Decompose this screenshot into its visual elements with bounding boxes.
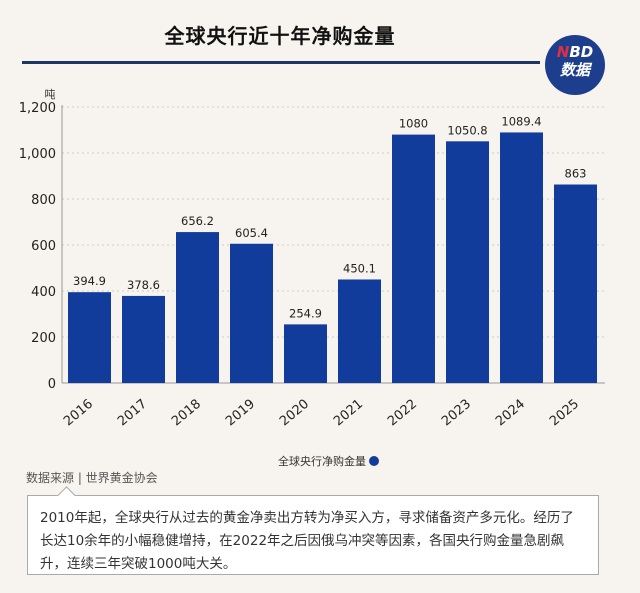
note-box: 2010年起，全球央行从过去的黄金净卖出方转为净买入方，寻求储备资产多元化。经历… xyxy=(27,495,599,575)
y-tick-label: 200 xyxy=(31,331,56,346)
x-tick-label: 2019 xyxy=(223,397,258,430)
y-tick-label: 0 xyxy=(48,377,56,392)
legend-label: 全球央行净购金量 xyxy=(278,455,366,468)
bar-2025 xyxy=(554,184,597,383)
x-tick-label: 2017 xyxy=(115,397,150,430)
data-label: 1050.8 xyxy=(447,123,487,137)
bar-chart: 吨 0 200 400 600 800 1,000 1,200 394.9 2016 378.6 20… xyxy=(19,88,605,430)
nbd-logo: NBD 数据 xyxy=(545,35,605,95)
y-axis-unit: 吨 xyxy=(45,88,56,101)
bar-2017 xyxy=(122,295,165,383)
x-tick-label: 2022 xyxy=(385,397,420,430)
bar-2019 xyxy=(230,243,273,383)
data-source: 数据来源 | 世界黄金协会 xyxy=(26,471,158,485)
legend: 全球央行净购金量 xyxy=(278,453,379,469)
bar-2016 xyxy=(68,292,111,383)
x-tick-label: 2023 xyxy=(439,397,474,430)
data-label: 605.4 xyxy=(235,226,268,240)
data-label: 254.9 xyxy=(289,306,322,320)
bar-2023 xyxy=(446,141,489,383)
x-tick-label: 2020 xyxy=(277,397,312,430)
y-tick-label: 400 xyxy=(31,285,56,300)
y-tick-label: 600 xyxy=(31,239,56,254)
data-label: 394.9 xyxy=(73,274,106,288)
data-label: 1080 xyxy=(399,117,428,131)
bar-2022 xyxy=(392,134,435,383)
title-divider xyxy=(22,61,540,64)
y-tick-label: 800 xyxy=(31,193,56,208)
bar-2024 xyxy=(500,132,543,383)
x-tick-label: 2018 xyxy=(169,397,204,430)
x-tick-label: 2016 xyxy=(61,397,96,430)
x-tick-label: 2021 xyxy=(331,397,366,430)
bar-2021 xyxy=(338,279,381,383)
bar-2018 xyxy=(176,232,219,383)
legend-swatch xyxy=(369,456,379,466)
data-label: 863 xyxy=(565,167,587,181)
data-label: 378.6 xyxy=(127,278,160,292)
x-tick-label: 2024 xyxy=(493,397,528,430)
data-label: 1089.4 xyxy=(501,114,541,128)
x-tick-label: 2025 xyxy=(547,397,582,430)
page-title: 全球央行近十年净购金量 xyxy=(164,24,396,48)
y-tick-label: 1,200 xyxy=(19,101,56,116)
y-tick-label: 1,000 xyxy=(19,147,56,162)
data-label: 656.2 xyxy=(181,214,214,228)
data-label: 450.1 xyxy=(343,261,376,275)
bar-2020 xyxy=(284,324,327,383)
